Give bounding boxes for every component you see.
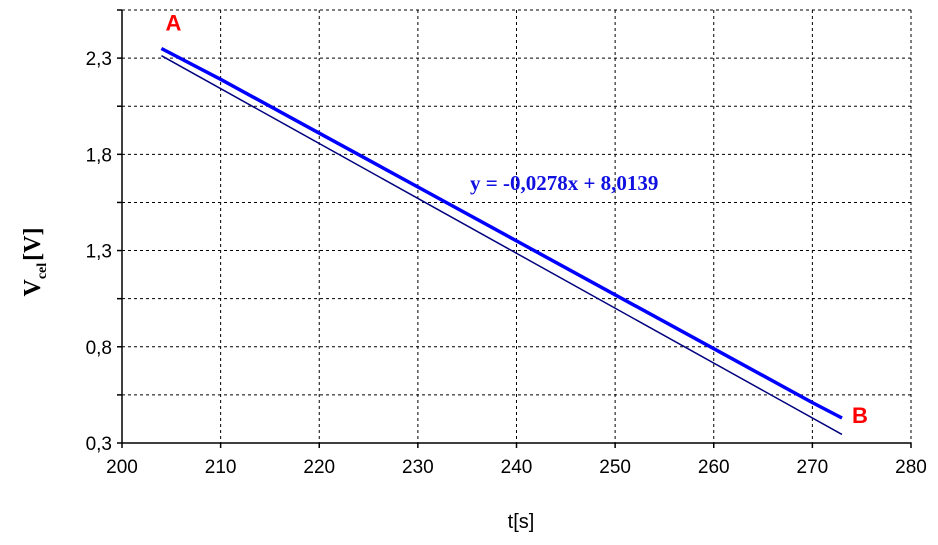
y-tick-label: 0,3 — [86, 434, 112, 455]
y-axis-title: Vcel [V] — [20, 228, 50, 297]
y-tick-label: 1,8 — [86, 145, 112, 166]
y-tick-label: 0,8 — [86, 338, 112, 359]
x-tick-label: 260 — [698, 457, 730, 478]
x-tick-label: 250 — [599, 457, 631, 478]
point-label-b: B — [852, 403, 868, 428]
series — [160, 46, 843, 436]
x-tick-label: 220 — [303, 457, 335, 478]
annotations: AB — [166, 10, 868, 427]
x-tick-label: 200 — [106, 457, 138, 478]
x-tick-label: 270 — [797, 457, 829, 478]
tick-labels: 0,3 0,8 1,3 1,8 2,3 200 210 220 230 240 250 260 270 2… — [86, 49, 927, 478]
trendline — [161, 55, 843, 436]
y-axis-title-unit: [V] — [20, 228, 46, 261]
y-tick-label: 1,3 — [86, 242, 112, 263]
series-line — [160, 46, 843, 420]
y-axis-title-main: V — [20, 279, 46, 297]
x-tick-label: 280 — [895, 457, 927, 478]
point-label-a: A — [166, 10, 182, 35]
x-tick-label: 210 — [205, 457, 237, 478]
axes — [117, 9, 912, 448]
grid — [122, 9, 912, 443]
x-axis-title: t[s] — [508, 511, 535, 533]
y-axis-title-sub: cel — [35, 263, 50, 279]
trendline-equation: y = -0,0278x + 8,0139 — [470, 171, 658, 195]
x-tick-label: 230 — [402, 457, 434, 478]
x-tick-label: 240 — [501, 457, 533, 478]
y-tick-label: 2,3 — [86, 49, 112, 70]
